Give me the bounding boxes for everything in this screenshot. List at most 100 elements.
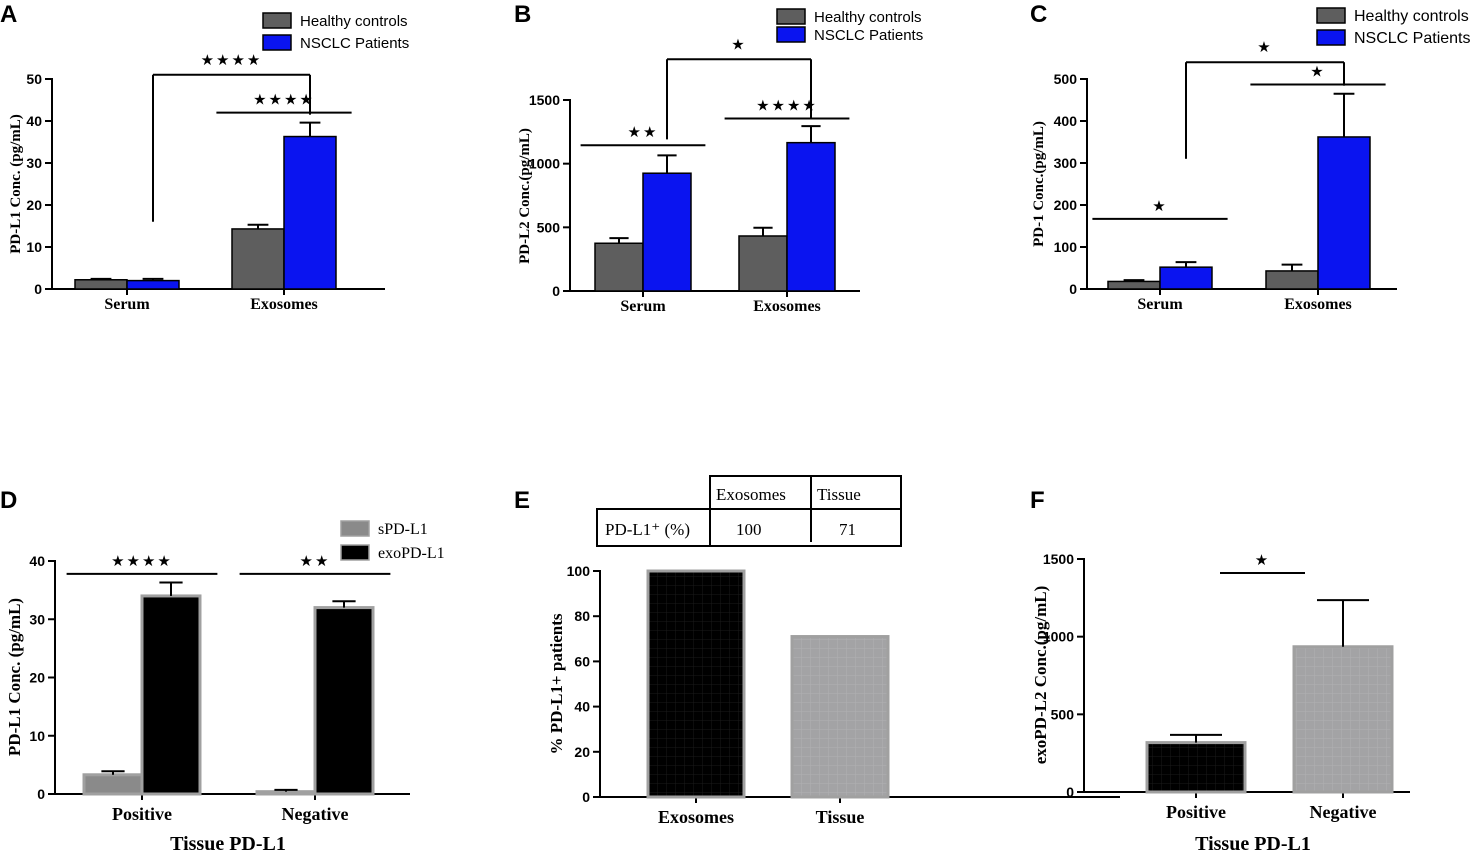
- bar-nsclc-patients-serum: [1159, 266, 1213, 290]
- bar-spd-l1-negative: [255, 790, 317, 796]
- y-tick-label: 0: [552, 283, 560, 299]
- legend-label: exoPD-L1: [378, 545, 445, 562]
- panel-label-b: B: [514, 1, 531, 28]
- bar-healthy-controls-exosomes: [738, 235, 788, 292]
- significance-stars: ★★: [628, 123, 659, 141]
- x-tick-label: Exosomes: [753, 298, 821, 315]
- legend-swatch: [262, 34, 292, 51]
- y-tick-label: 500: [1054, 71, 1078, 87]
- legend-label: Healthy controls: [814, 9, 922, 26]
- y-axis-label: PD-L1 Conc. (pg/mL): [8, 114, 24, 254]
- panel-label-a: A: [0, 1, 17, 28]
- y-tick-label: 500: [537, 219, 561, 235]
- legend-swatch: [340, 544, 370, 561]
- bar-exopd-l1-negative: [313, 606, 375, 796]
- significance-stars: ★★: [300, 552, 331, 570]
- bar-positive: [1145, 741, 1247, 794]
- bar-healthy-controls-exosomes: [231, 228, 285, 290]
- y-tick-label: 200: [1054, 197, 1078, 213]
- y-tick-label: 0: [1066, 784, 1074, 800]
- legend-label: Healthy controls: [300, 13, 408, 30]
- significance-stars: ★★★★: [201, 51, 263, 69]
- x-tick-label: Exosomes: [250, 296, 318, 313]
- y-tick-label: 30: [26, 155, 42, 171]
- significance-stars: ★★★★: [253, 91, 315, 109]
- y-tick-label: 1500: [529, 92, 560, 108]
- panel-label-c: C: [1030, 1, 1047, 28]
- y-tick-label: 20: [26, 197, 42, 213]
- significance-stars: ★★★★: [111, 552, 173, 570]
- y-tick-label: 50: [26, 71, 42, 87]
- x-tick-label: Exosomes: [658, 807, 734, 827]
- y-axis-label: PD-L1 Conc. (pg/mL): [5, 598, 24, 756]
- bar-healthy-controls-serum: [74, 279, 128, 290]
- legend-swatch: [262, 12, 292, 29]
- table-column-header: Exosomes: [716, 485, 786, 504]
- y-tick-label: 0: [34, 281, 42, 297]
- bar-healthy-controls-serum: [594, 242, 644, 292]
- y-tick-label: 500: [1051, 706, 1075, 722]
- legend-swatch: [1316, 7, 1346, 24]
- legend-label: NSCLC Patients: [814, 27, 923, 44]
- y-axis-label: exoPD-L2 Conc.(pg/mL): [1031, 586, 1050, 764]
- bar-nsclc-patients-serum: [126, 279, 180, 290]
- y-tick-label: 100: [567, 563, 591, 579]
- y-tick-label: 60: [574, 653, 590, 669]
- y-tick-label: 20: [574, 744, 590, 760]
- bar-exopd-l1-positive: [140, 594, 202, 796]
- table-cell: 71: [839, 520, 856, 539]
- x-tick-label: Negative: [1310, 802, 1377, 822]
- bar-tissue: [790, 635, 890, 799]
- y-tick-label: 300: [1054, 155, 1078, 171]
- table-row-label: PD-L1⁺ (%): [605, 520, 690, 539]
- panel-label-d: D: [0, 487, 17, 514]
- bar-spd-l1-positive: [82, 773, 144, 796]
- bar-healthy-controls-serum: [1107, 280, 1161, 290]
- significance-stars: ★: [1257, 38, 1272, 56]
- legend-label: Healthy controls: [1354, 8, 1469, 25]
- y-tick-label: 1500: [1043, 551, 1074, 567]
- y-axis-label: PD-1 Conc.(pg/mL): [1031, 121, 1047, 247]
- y-axis-label: % PD-L1+ patients: [547, 613, 566, 754]
- legend-swatch: [776, 8, 806, 25]
- y-tick-label: 80: [574, 608, 590, 624]
- bar-nsclc-patients-exosomes: [283, 135, 337, 290]
- legend-swatch: [776, 26, 806, 43]
- bar-nsclc-patients-serum: [642, 172, 692, 292]
- legend-label: NSCLC Patients: [300, 35, 409, 52]
- y-tick-label: 100: [1054, 239, 1078, 255]
- x-tick-label: Tissue: [816, 807, 865, 827]
- y-tick-label: 400: [1054, 113, 1078, 129]
- bar-healthy-controls-exosomes: [1265, 270, 1319, 290]
- significance-stars: ★: [1310, 62, 1325, 80]
- significance-stars: ★: [731, 35, 746, 53]
- x-tick-label: Positive: [112, 804, 172, 824]
- y-tick-label: 1000: [1043, 629, 1074, 645]
- significance-stars: ★★★★: [756, 96, 818, 114]
- y-tick-label: 40: [26, 113, 42, 129]
- x-tick-label: Serum: [1137, 296, 1183, 313]
- bar-exosomes: [646, 569, 746, 799]
- x-axis-title: Tissue PD-L1: [1195, 833, 1311, 853]
- x-tick-label: Exosomes: [1284, 296, 1352, 313]
- y-tick-label: 10: [29, 728, 45, 744]
- significance-stars: ★: [1152, 197, 1167, 215]
- y-tick-label: 40: [574, 699, 590, 715]
- bar-nsclc-patients-exosomes: [786, 141, 836, 292]
- y-tick-label: 1000: [529, 156, 560, 172]
- x-tick-label: Positive: [1166, 802, 1226, 822]
- table-cell: 100: [736, 520, 762, 539]
- y-tick-label: 0: [37, 786, 45, 802]
- x-axis-title: Tissue PD-L1: [170, 833, 286, 853]
- y-tick-label: 0: [582, 789, 590, 805]
- y-tick-label: 30: [29, 611, 45, 627]
- y-tick-label: 0: [1069, 281, 1077, 297]
- x-tick-label: Serum: [104, 296, 150, 313]
- legend-label: NSCLC Patients: [1354, 30, 1471, 47]
- bar-negative: [1292, 645, 1394, 794]
- panel-label-e: E: [514, 487, 530, 514]
- table-column-header: Tissue: [817, 485, 861, 504]
- y-tick-label: 20: [29, 670, 45, 686]
- y-axis-label: PD-L2 Conc.(pg/mL): [517, 128, 533, 264]
